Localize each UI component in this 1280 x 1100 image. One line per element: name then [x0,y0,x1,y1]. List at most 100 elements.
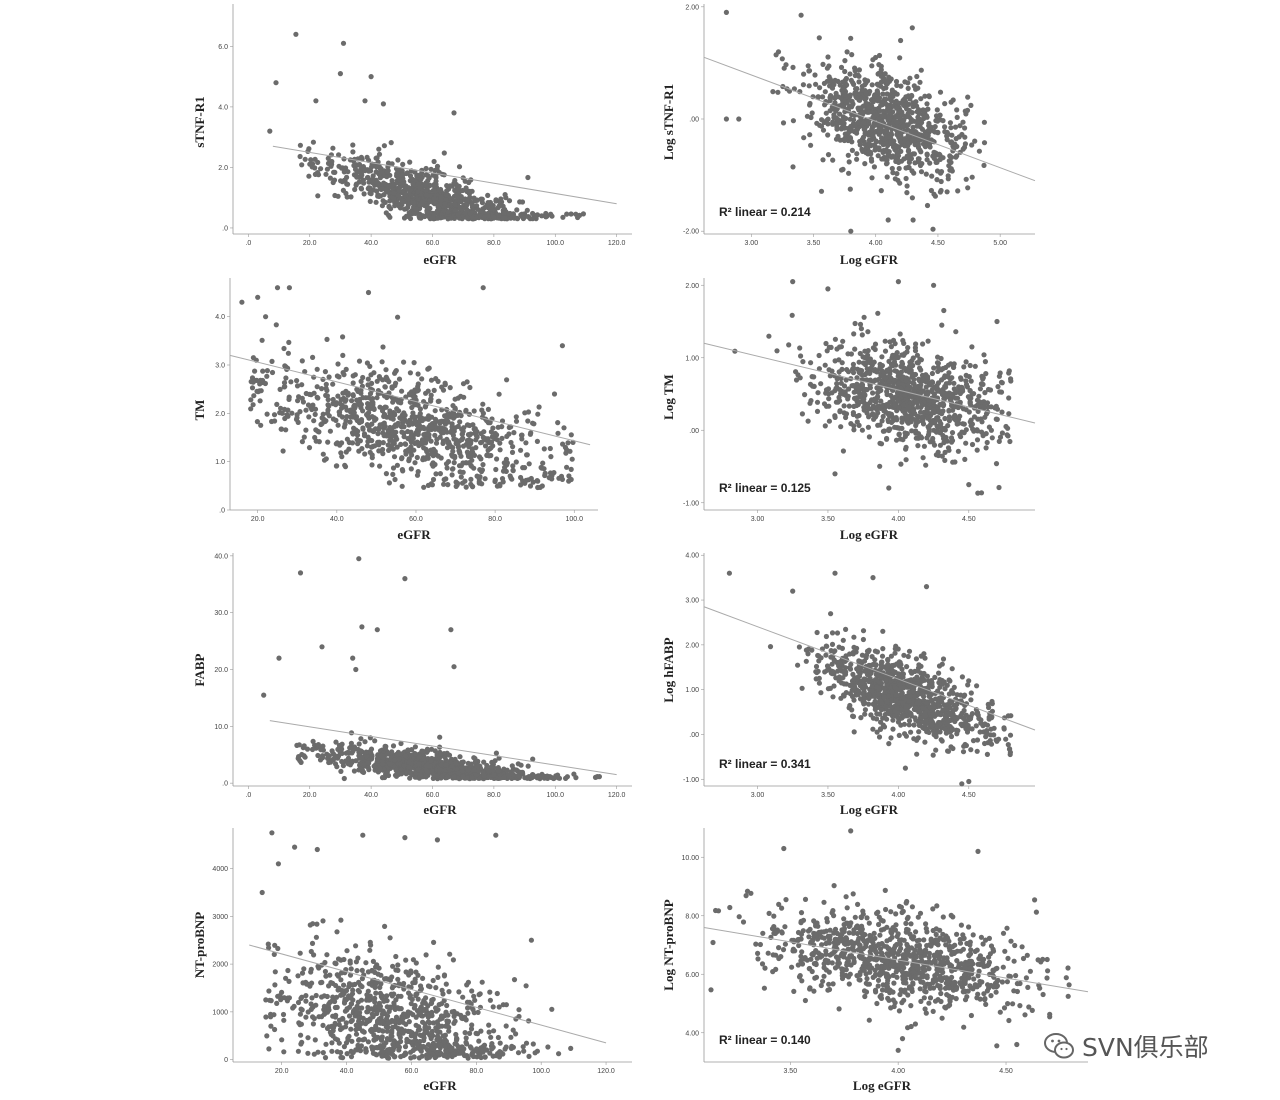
data-point [852,91,858,97]
data-point [451,180,457,186]
data-point [432,432,438,438]
data-point [464,437,471,444]
data-point [826,63,832,69]
data-point [386,480,392,486]
data-point [894,82,900,88]
data-point [831,114,837,121]
data-point [368,74,374,80]
data-point [464,202,470,208]
data-point [423,763,429,769]
data-point [493,198,499,204]
data-point [348,414,354,420]
data-point [295,398,301,404]
data-point [983,445,989,451]
data-point [842,91,849,98]
data-point [368,746,375,752]
data-point [303,390,309,397]
data-point [925,374,931,380]
data-point [801,71,807,77]
data-point [495,205,501,211]
data-point [432,408,438,414]
data-point [378,753,384,759]
data-point [961,364,967,370]
data-point [299,439,305,445]
data-point [445,459,452,465]
y-axis-title: sTNF-R1 [192,96,207,147]
data-point [394,751,400,758]
data-point [866,148,872,154]
data-point [333,441,339,447]
x-tick-label: 60.0 [426,240,440,247]
data-point [365,289,372,296]
data-point [856,399,863,405]
data-point [910,355,916,361]
data-point [310,354,316,360]
data-point [425,482,431,488]
data-point [360,395,366,401]
data-point [525,763,531,769]
data-point [994,416,1000,422]
data-point [839,360,845,366]
data-point [815,390,821,396]
data-point [398,400,404,406]
data-point [925,415,931,421]
data-point [286,339,292,345]
data-point [502,192,508,198]
data-point [974,437,981,443]
data-point [497,447,503,453]
data-point [377,175,383,181]
y-tick-label: 2.00 [685,642,699,649]
data-point [849,147,856,153]
data-point [269,358,275,364]
data-point [870,132,876,138]
data-point [339,414,345,420]
data-point [915,395,921,401]
data-point [723,9,730,15]
data-point [490,425,496,431]
data-point [898,363,904,369]
data-point [500,203,506,209]
data-point [462,178,468,184]
y-tick-label: 20.0 [214,667,228,674]
data-point [882,71,888,77]
data-point [946,414,953,420]
data-point [979,429,985,435]
data-point [406,187,412,193]
data-point [468,431,474,437]
data-point [350,373,356,379]
data-point [278,426,285,432]
data-point [441,208,447,214]
data-point [837,344,843,350]
data-point [942,415,948,422]
data-point [356,438,362,444]
data-point [852,65,858,71]
data-point [381,413,387,419]
data-point [444,465,450,471]
data-point [408,466,414,472]
data-point [399,429,405,435]
data-point [358,378,364,384]
data-point [871,164,878,170]
data-point [271,412,278,418]
data-point [262,380,268,387]
data-point [459,431,465,437]
data-point [854,419,860,425]
data-point [560,441,566,447]
data-point [338,768,344,775]
data-point [485,406,491,412]
data-point [401,359,407,365]
data-point [339,405,345,411]
data-point [340,187,346,193]
data-point [387,408,393,414]
data-point [357,761,363,767]
data-point [983,371,989,377]
data-point [408,752,414,758]
data-point [882,338,888,344]
data-point [415,402,421,408]
data-point [918,96,924,102]
data-point [501,210,507,216]
data-point [478,440,484,446]
data-point [914,123,920,129]
data-point [942,129,948,135]
data-point [923,113,930,119]
